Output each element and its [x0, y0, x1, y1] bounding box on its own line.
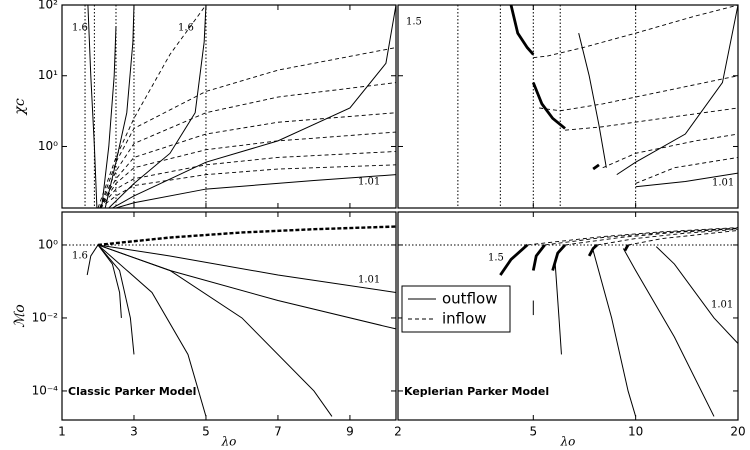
curve — [99, 164, 396, 208]
curve — [99, 47, 396, 208]
curve — [99, 112, 396, 208]
annotation: 1.01 — [358, 177, 380, 188]
annotation: 1.6 — [72, 251, 88, 262]
curve — [551, 244, 567, 271]
curve — [533, 5, 738, 59]
x-axis-label: λo — [221, 435, 237, 449]
curve — [99, 131, 396, 208]
curve — [97, 5, 207, 208]
curve — [527, 227, 738, 246]
annotation: 1.6 — [178, 23, 194, 34]
plot-area — [398, 227, 738, 417]
plot-area — [457, 5, 738, 208]
panel-label: Classic Parker Model — [68, 385, 196, 398]
panel-frame — [397, 4, 739, 209]
curve — [622, 248, 715, 417]
curve — [97, 244, 396, 330]
curve — [592, 163, 600, 171]
curve — [101, 26, 117, 208]
curve — [112, 5, 396, 208]
curve — [539, 75, 738, 112]
curve — [602, 133, 738, 169]
curve — [587, 243, 599, 257]
curve — [99, 82, 396, 208]
x-tick-label: 1 — [58, 425, 66, 439]
curve — [578, 33, 607, 168]
y-tick-label: 10⁻² — [32, 310, 59, 324]
curve — [616, 5, 738, 176]
curve — [544, 227, 738, 246]
x-tick-label: 5 — [202, 425, 210, 439]
annotation: 1.01 — [712, 178, 734, 189]
curve — [97, 244, 207, 417]
annotation: 1.5 — [488, 253, 504, 264]
panel-frame — [397, 211, 739, 421]
curve — [99, 151, 396, 208]
curve — [564, 228, 738, 246]
curve — [97, 244, 396, 293]
y-tick-label: 10⁻⁴ — [32, 383, 59, 397]
curve — [97, 225, 396, 247]
y-tick-label: 10⁰ — [38, 237, 58, 251]
curve — [655, 246, 738, 344]
x-tick-label: 7 — [274, 425, 282, 439]
panel-frame — [61, 4, 397, 209]
curve — [565, 107, 738, 131]
y-tick-label: 10² — [38, 0, 58, 12]
x-tick-label: 20 — [730, 425, 745, 439]
legend-label: outflow — [442, 290, 497, 308]
y-axis-label: ℳo — [12, 304, 28, 327]
curve — [97, 244, 135, 355]
curve — [531, 244, 546, 271]
curve — [509, 5, 535, 56]
annotation: 1.6 — [72, 23, 88, 34]
y-axis-label: χc — [12, 98, 28, 115]
x-tick-label: 10 — [628, 425, 643, 439]
curve — [86, 244, 99, 276]
x-tick-label: 9 — [346, 425, 354, 439]
curve — [635, 156, 738, 184]
annotation: 1.5 — [406, 17, 422, 28]
panel-frame — [61, 211, 397, 421]
legend-box — [401, 285, 511, 333]
x-axis-label: λo — [560, 435, 576, 449]
x-tick-label: 3 — [130, 425, 138, 439]
curve — [499, 243, 529, 276]
curve — [592, 250, 637, 417]
curve — [635, 172, 738, 188]
x-tick-label: 2 — [394, 425, 402, 439]
legend-label: inflow — [442, 310, 487, 328]
panel-label: Keplerian Parker Model — [404, 385, 549, 398]
annotation: 1.01 — [711, 300, 733, 311]
y-tick-label: 10¹ — [38, 68, 58, 82]
curve — [115, 174, 396, 208]
curve — [87, 5, 98, 208]
curve — [596, 228, 738, 246]
curve — [627, 229, 738, 246]
curve — [97, 244, 122, 318]
x-tick-label: 5 — [529, 425, 537, 439]
curve — [104, 5, 135, 208]
curve — [623, 244, 630, 252]
annotation: 1.01 — [358, 275, 380, 286]
curve — [554, 264, 562, 355]
y-tick-label: 10⁰ — [38, 139, 58, 153]
curve — [532, 82, 566, 130]
plot-area — [62, 225, 396, 417]
plot-area — [84, 5, 396, 208]
